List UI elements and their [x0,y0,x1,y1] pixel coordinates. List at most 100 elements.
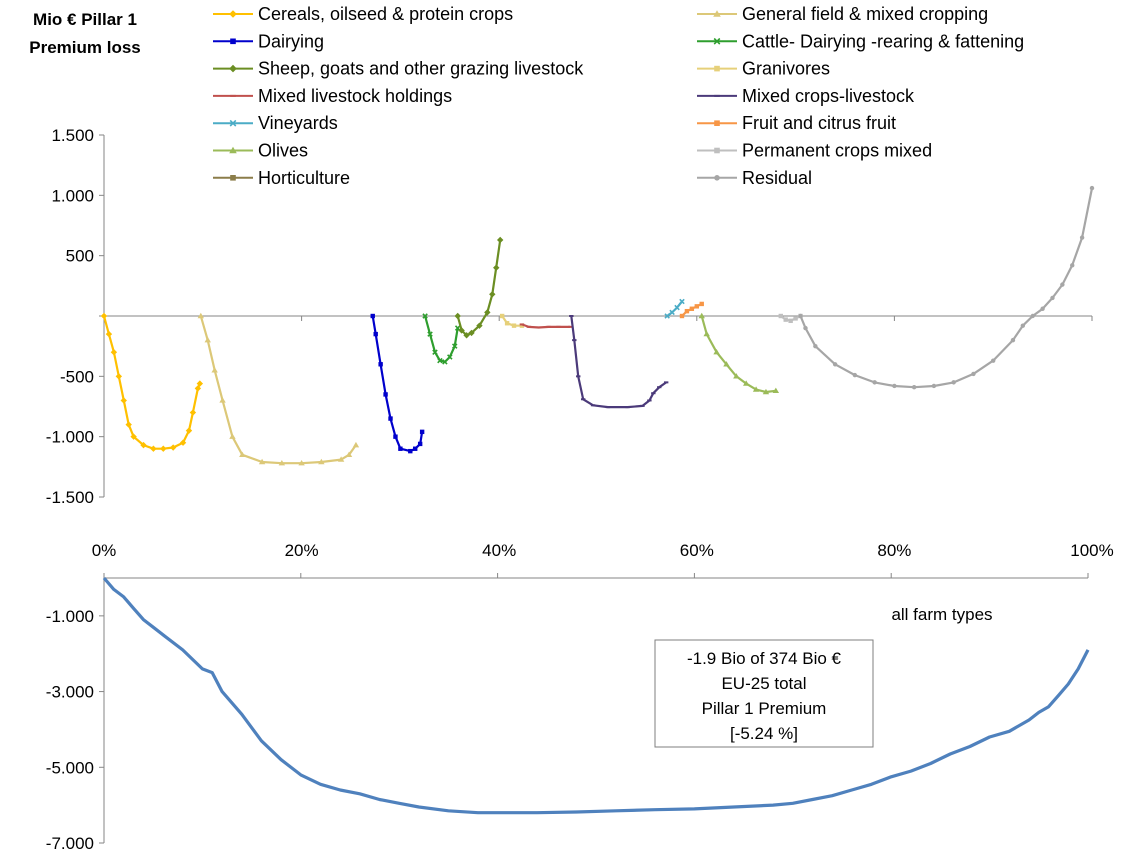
legend-marker [230,94,236,97]
data-point [447,354,453,360]
data-point [239,451,246,457]
data-point [991,358,996,363]
data-point [625,406,630,409]
data-point [484,309,491,316]
data-point [556,325,561,328]
legend-item-cattle-dairying-rearing-fattening: Cattle- Dairying -rearing & fattening [697,31,1024,51]
data-point [504,321,510,326]
data-point [723,361,730,367]
bottom-plot: -1.000 -3.000 -5.000 -7.000 [46,573,1090,853]
data-point [160,445,167,452]
top-y-tick-label: 500 [66,247,94,266]
data-point [519,323,525,328]
data-point [140,441,147,449]
data-point [832,362,838,367]
data-point [526,325,532,328]
data-point [813,343,818,349]
legend-item-fruit-and-citrus-fruit: Fruit and citrus fruit [697,113,896,133]
data-point [1079,235,1085,240]
data-point [762,388,770,395]
x-tick-label: 0% [92,541,117,560]
data-point [427,331,433,337]
data-point [713,349,720,355]
data-point [197,312,205,319]
data-point [219,397,226,403]
legend-marker [714,94,720,97]
data-point [892,383,897,389]
data-point [493,264,500,271]
data-point [663,381,669,384]
data-point [454,312,461,320]
data-point [511,323,517,328]
legend-item-horticulture: Horticulture [213,168,350,188]
data-point [413,446,418,451]
data-point [674,304,680,311]
data-point [432,349,438,355]
bottom-y-tick-label: -3.000 [46,683,94,702]
data-point [590,404,596,407]
chart-title-line-2: Premium loss [29,38,141,57]
data-point [298,460,305,466]
legend-label: Sheep, goats and other grazing livestock [258,59,584,79]
data-point [546,325,551,328]
x-tick-label: 20% [285,541,319,560]
legend-item-mixed-crops-livestock: Mixed crops-livestock [697,86,915,106]
data-point [417,441,423,447]
legend-item-residual: Residual [697,168,812,188]
legend-label: Cereals, oilseed & protein crops [258,4,513,24]
legend-marker [714,147,720,154]
data-point [388,416,393,421]
data-point [679,313,685,319]
series-line [199,315,357,465]
data-point [783,317,788,322]
legend-label: Cattle- Dairying -rearing & fattening [742,31,1024,51]
series-all-farm-types [102,576,1090,815]
data-point [1070,263,1075,268]
series-olives [698,312,780,395]
legend-item-permanent-crops-mixed: Permanent crops mixed [697,141,932,161]
bottom-series-label: all farm types [891,605,992,624]
legend-label: Horticulture [258,168,350,188]
legend-item-sheep-goats-and-other-grazing-livestock: Sheep, goats and other grazing livestock [213,59,584,79]
data-point [419,429,425,435]
legend-item-dairying: Dairying [213,31,324,51]
data-point [576,375,581,378]
data-point [689,306,695,311]
legend-marker [713,10,721,17]
data-point [803,325,808,331]
series-line [424,315,459,363]
legend-marker [230,38,236,45]
data-point [373,331,378,337]
x-tick-label: 100% [1070,541,1113,560]
top-y-tick-label: 1.500 [51,126,94,145]
data-point [872,380,877,385]
top-y-tick-label: -500 [60,367,94,386]
legend-label: Mixed livestock holdings [258,86,452,106]
series-granivores [499,313,525,328]
data-point [684,308,690,314]
x-tick-label: 60% [680,541,714,560]
x-tick-label: 80% [877,541,911,560]
series-line [102,315,201,450]
data-point [318,458,325,465]
data-point [194,385,202,392]
data-point [698,312,705,319]
data-point [476,322,483,329]
data-point [778,313,783,319]
bottom-y-tick-label: -7.000 [46,834,94,853]
legend-label: Residual [742,168,812,188]
top-plot: 1.500 1.000 500 -500 -1.000 -1.500 0% 20% 40% 60%… [46,126,1114,560]
data-point [519,323,525,326]
data-point [733,373,740,379]
series-vineyards [664,298,685,319]
legend-marker [714,175,720,181]
series-line [456,239,502,337]
data-point [1050,295,1055,301]
data-point [422,313,428,319]
legend-marker [714,120,720,126]
series-mixed-crops-livestock [569,315,669,409]
annotation-box [654,639,874,748]
data-point [657,386,662,389]
data-point [664,313,670,319]
